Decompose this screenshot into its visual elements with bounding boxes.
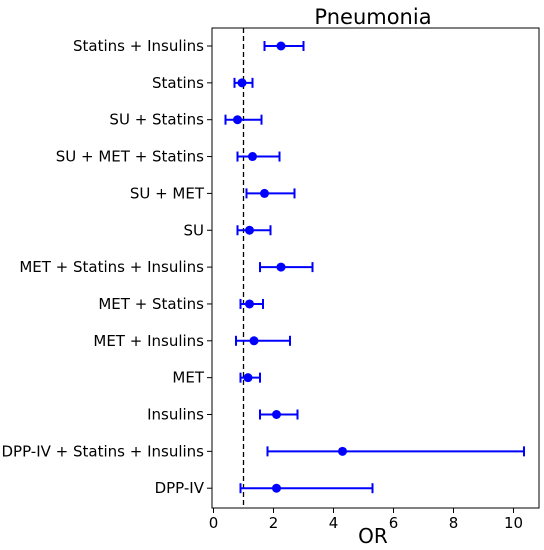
chart-title: Pneumonia: [314, 5, 431, 29]
y-tick-label: MET + Statins + Insulins: [19, 258, 204, 276]
or-point: [233, 115, 242, 125]
or-point: [338, 446, 347, 456]
x-tick-label: 6: [389, 514, 399, 532]
plot-area: 0 2 4 6 8 10 Statins + Insulins Statins SU + Sta…: [2, 27, 540, 532]
y-tick-label: SU + Statins: [109, 111, 204, 129]
plot-frame: [211, 27, 540, 509]
x-tick-label: 10: [504, 514, 523, 532]
or-point: [276, 262, 286, 272]
y-tick-label: DPP-IV: [155, 479, 205, 497]
y-tick-label: SU + MET: [130, 184, 205, 202]
or-point: [260, 188, 269, 198]
or-point: [245, 225, 254, 235]
x-tick-label: 2: [269, 514, 279, 532]
or-point: [243, 373, 253, 383]
x-tick-label: 0: [209, 514, 219, 532]
y-tick-label: Statins: [152, 74, 204, 92]
or-point: [245, 299, 254, 309]
y-tick-label: SU + MET + Statins: [56, 148, 204, 166]
or-point: [249, 336, 259, 346]
y-tick-label: MET + Statins: [98, 295, 204, 313]
x-axis-label: OR: [358, 524, 388, 548]
y-tick-label: Insulins: [147, 406, 204, 424]
x-tick-label: 4: [329, 514, 339, 532]
or-point: [276, 41, 286, 51]
y-tick-label: DPP-IV + Statins + Insulins: [2, 442, 205, 460]
y-tick-label: MET + Insulins: [93, 332, 204, 350]
or-point: [248, 152, 257, 162]
or-point: [237, 78, 247, 88]
x-tick-label: 8: [449, 514, 459, 532]
y-tick-label: MET: [172, 369, 204, 387]
or-point: [272, 483, 281, 493]
y-tick-label: Statins + Insulins: [73, 37, 204, 55]
or-point: [272, 410, 281, 419]
y-tick-label: SU: [183, 221, 204, 239]
